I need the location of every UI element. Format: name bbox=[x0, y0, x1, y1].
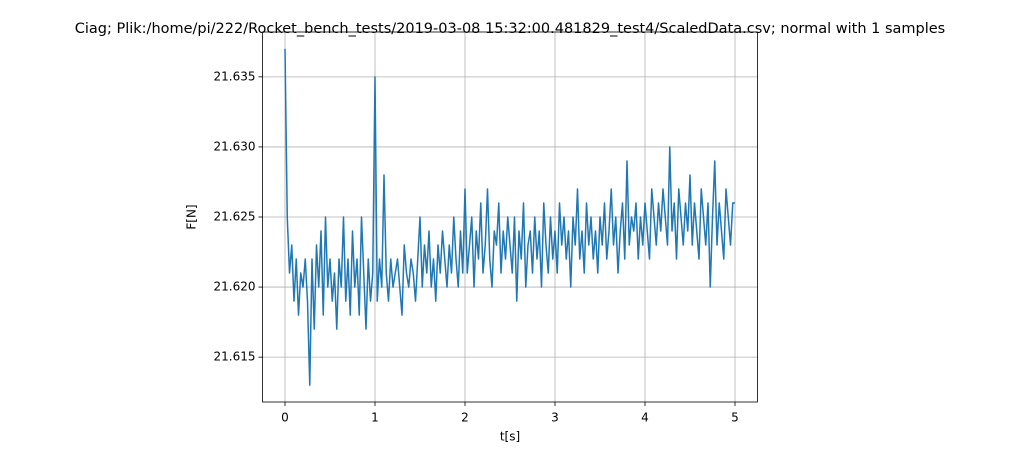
y-tick-label: 21.635 bbox=[214, 69, 256, 83]
x-tick-label: 1 bbox=[371, 411, 379, 425]
x-tick-label: 5 bbox=[731, 411, 739, 425]
data-line bbox=[284, 48, 735, 386]
chart-title: Ciag; Plik:/home/pi/222/Rocket_bench_tes… bbox=[75, 21, 946, 37]
x-tick-label: 2 bbox=[461, 411, 469, 425]
x-tick-label: 3 bbox=[551, 411, 559, 425]
x-axis-label: t[s] bbox=[500, 430, 520, 444]
axes-frame bbox=[262, 31, 758, 403]
y-tick-label: 21.625 bbox=[214, 210, 256, 224]
y-axis-label: F[N] bbox=[185, 204, 199, 229]
y-tick-label: 21.615 bbox=[214, 350, 256, 364]
x-tick-label: 4 bbox=[641, 411, 649, 425]
y-tick-label: 21.630 bbox=[214, 139, 256, 153]
x-tick-label: 0 bbox=[281, 411, 289, 425]
y-tick-label: 21.620 bbox=[214, 280, 256, 294]
